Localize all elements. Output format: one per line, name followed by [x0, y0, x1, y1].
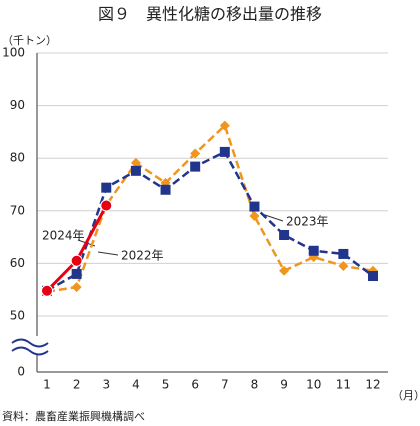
diamond-marker	[130, 157, 141, 168]
x-tick-label: 4	[132, 378, 140, 392]
x-tick-label: 9	[280, 378, 288, 392]
leader-line	[261, 213, 284, 222]
y-tick-label: 60	[10, 256, 25, 270]
x-tick-label: 8	[251, 378, 259, 392]
x-tick-label: 1	[43, 378, 51, 392]
square-marker	[101, 182, 112, 193]
diamond-marker	[249, 211, 260, 222]
x-tick-label: 2	[73, 378, 81, 392]
diamond-marker	[308, 252, 319, 263]
square-marker	[190, 161, 201, 172]
diamond-marker	[219, 120, 230, 131]
square-marker	[160, 184, 171, 195]
square-marker	[279, 229, 290, 240]
x-tick-label: 3	[102, 378, 110, 392]
diamond-marker	[279, 265, 290, 276]
series-annotation: 2024年	[42, 229, 85, 243]
leader-line	[97, 251, 119, 256]
diamond-marker	[71, 282, 82, 293]
x-tick-label: 10	[306, 378, 321, 392]
axis-break	[11, 338, 49, 356]
square-marker	[308, 245, 319, 256]
source-note: 資料：農畜産業振興機構調べ	[2, 409, 145, 423]
x-tick-label: 6	[191, 378, 199, 392]
square-marker	[71, 268, 82, 279]
square-marker	[130, 165, 141, 176]
y-tick-label: 70	[10, 203, 25, 217]
circle-marker	[70, 254, 83, 267]
circle-marker	[100, 199, 113, 212]
square-marker	[338, 248, 349, 259]
y-tick-label: 90	[10, 98, 25, 112]
square-marker	[249, 201, 260, 212]
circle-marker	[41, 284, 53, 297]
y-tick-label: 50	[10, 309, 25, 323]
x-tick-label: 7	[221, 378, 229, 392]
square-marker	[368, 271, 378, 282]
series-annotation: 2023年	[286, 215, 329, 229]
series-annotation: 2022年	[121, 249, 164, 263]
x-tick-label: 5	[162, 378, 170, 392]
diamond-marker	[190, 148, 201, 159]
diamond-marker	[338, 261, 349, 272]
series-line	[46, 123, 374, 294]
square-marker	[219, 146, 230, 157]
y-tick-label: 80	[10, 151, 25, 165]
y-tick-label: 0	[17, 365, 25, 379]
x-tick-label: 12	[365, 378, 380, 392]
x-tick-label: 11	[336, 378, 351, 392]
y-axis-label: （千トン）	[2, 34, 57, 47]
chart-title: 図９ 異性化糖の移出量の推移	[98, 5, 322, 24]
x-axis-label: （月）	[392, 389, 420, 402]
y-tick-label: 100	[2, 46, 25, 60]
series-line	[46, 150, 374, 292]
